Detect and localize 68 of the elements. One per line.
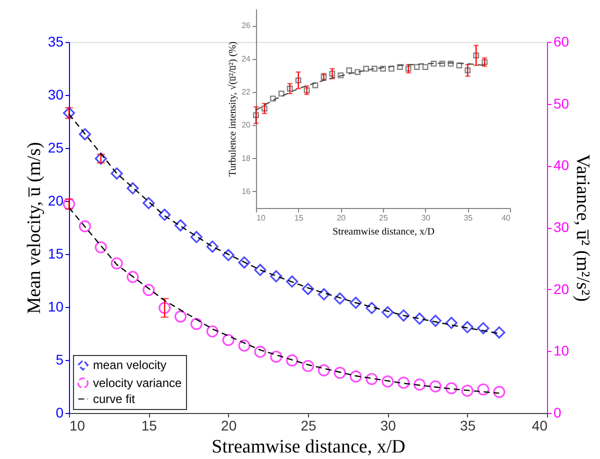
point	[405, 66, 412, 72]
point	[329, 70, 336, 77]
y2-tick-label: 20	[554, 280, 570, 297]
y2-tick-label: 40	[554, 157, 570, 174]
x-tick-label: 40	[502, 214, 512, 222]
x-tick-label: 35	[464, 214, 474, 222]
y-tick-label: 15	[48, 246, 64, 262]
legend-label: curve fit	[93, 392, 136, 406]
point	[346, 67, 352, 74]
x-tick-label: 25	[300, 418, 316, 434]
point	[253, 112, 259, 118]
x-tick-label: 15	[141, 418, 158, 434]
point	[448, 60, 454, 67]
y-tick-label: 18	[242, 154, 252, 163]
x-tick-label: 25	[379, 214, 388, 222]
point	[422, 64, 428, 70]
y-tick-label: 20	[48, 192, 64, 208]
y2-tick-label: 50	[554, 95, 570, 112]
x-tick-label: 15	[294, 214, 304, 222]
legend-label: mean velocity	[93, 358, 166, 372]
legend-label: velocity variance	[93, 376, 182, 390]
x-axis-title: Streamwise distance, x/D	[212, 436, 406, 458]
y2-tick-label: 60	[554, 34, 570, 50]
x-tick-label: 30	[380, 418, 396, 434]
y-axis-title: Turbulence intensity, √(u̅²/u̅²) (%)	[228, 42, 239, 176]
point	[338, 72, 344, 78]
point	[295, 77, 302, 84]
y-tick-label: 22	[242, 87, 252, 96]
y-tick-label: 5	[56, 352, 64, 368]
point	[286, 86, 293, 92]
point	[380, 66, 386, 72]
y-tick-label: 35	[48, 34, 64, 50]
y-tick-label: 25	[48, 140, 64, 156]
point	[354, 69, 361, 75]
y-tick-label: 26	[242, 21, 252, 30]
point	[363, 66, 370, 72]
point	[456, 62, 462, 68]
point	[439, 60, 446, 67]
y2-axis-title: Variance, u̅² (m²/s²)	[572, 154, 594, 302]
x-tick-label: 20	[221, 418, 237, 434]
point	[473, 52, 480, 58]
y-axis-title: Mean velocity, u̅ (m/s)	[24, 142, 45, 314]
point	[482, 59, 488, 66]
point	[388, 66, 394, 72]
y-tick-label: 30	[48, 86, 64, 102]
x-tick-label: 10	[256, 214, 266, 222]
x-tick-label: 30	[421, 214, 431, 222]
point	[464, 67, 471, 74]
y-tick-label: 24	[242, 54, 252, 64]
x-tick-label: 10	[70, 418, 86, 434]
x-tick-label: 35	[460, 418, 476, 434]
x-tick-label: 20	[336, 214, 346, 222]
point	[396, 64, 403, 70]
y-tick-label: 16	[242, 186, 252, 196]
point	[278, 90, 284, 97]
point	[372, 66, 378, 72]
y2-tick-label: 0	[554, 404, 562, 420]
x-tick-label: 40	[532, 418, 548, 434]
point	[270, 96, 276, 102]
point	[304, 87, 310, 94]
point	[430, 60, 437, 67]
point	[312, 82, 318, 88]
y-tick-label: 10	[48, 298, 64, 314]
point	[414, 64, 420, 70]
y-tick-label: 0	[56, 404, 64, 420]
y-tick-label: 20	[242, 120, 252, 130]
x-axis-title: Streamwise distance, x/D	[332, 226, 434, 238]
y2-tick-label: 10	[554, 342, 570, 359]
